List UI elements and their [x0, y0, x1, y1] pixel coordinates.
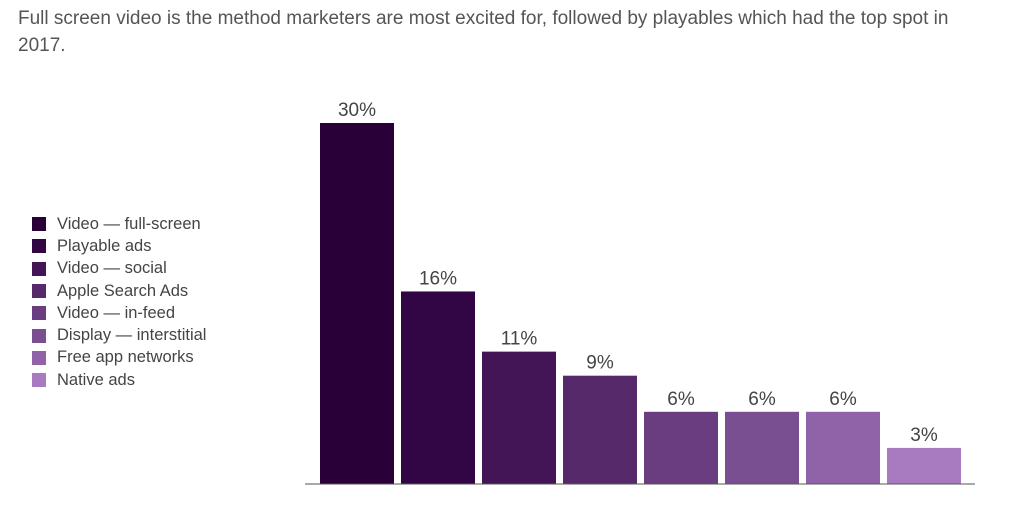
chart-legend: Video — full-screen Playable ads Video — s… [32, 213, 206, 391]
bar-value-label-0: 30% [338, 100, 376, 121]
bar-4 [644, 411, 718, 484]
legend-swatch-4 [32, 306, 46, 321]
legend-item-1: Playable ads [32, 235, 206, 257]
legend-label-5: Display — interstitial [57, 326, 207, 345]
legend-label-3: Apple Search Ads [57, 281, 189, 300]
bar-3 [563, 375, 637, 484]
legend-label-2: Video — social [57, 259, 167, 278]
legend-item-5: Display — interstitial [32, 324, 206, 346]
legend-item-6: Free app networks [32, 347, 206, 369]
legend-label-4: Video — in-feed [57, 303, 176, 322]
legend-label-1: Playable ads [57, 236, 152, 255]
bars-group [320, 123, 961, 484]
legend-swatch-7 [32, 373, 46, 388]
bar-5 [725, 411, 799, 484]
bar-7 [887, 447, 961, 484]
legend-label-6: Free app networks [57, 348, 194, 367]
bar-0 [320, 123, 394, 484]
legend-label-7: Native ads [57, 370, 135, 389]
bar-value-label-2: 11% [501, 329, 538, 350]
legend-swatch-3 [32, 284, 46, 299]
legend-item-4: Video — in-feed [32, 302, 206, 324]
bar-value-label-3: 9% [586, 353, 614, 374]
bar-value-label-1: 16% [419, 268, 457, 289]
legend-swatch-0 [32, 217, 46, 232]
legend-item-0: Video — full-screen [32, 213, 206, 235]
bar-value-label-4: 6% [667, 389, 695, 410]
legend-swatch-1 [32, 239, 46, 254]
chart-title: Full screen video is the method marketer… [18, 8, 949, 56]
bar-value-label-5: 6% [748, 389, 776, 410]
bar-1 [401, 291, 475, 484]
legend-swatch-2 [32, 261, 46, 276]
legend-label-0: Video — full-screen [57, 214, 201, 233]
bar-value-label-6: 6% [829, 389, 857, 410]
bar-2 [482, 351, 556, 484]
legend-item-7: Native ads [32, 369, 206, 391]
legend-swatch-5 [32, 328, 46, 343]
bar-value-label-7: 3% [910, 425, 938, 446]
legend-item-2: Video — social [32, 258, 206, 280]
legend-item-3: Apple Search Ads [32, 280, 206, 302]
legend-swatch-6 [32, 350, 46, 365]
bar-6 [806, 411, 880, 484]
value-labels-group: 30% 16% 11% 9% 6% 6% 6% 3% [338, 100, 938, 446]
